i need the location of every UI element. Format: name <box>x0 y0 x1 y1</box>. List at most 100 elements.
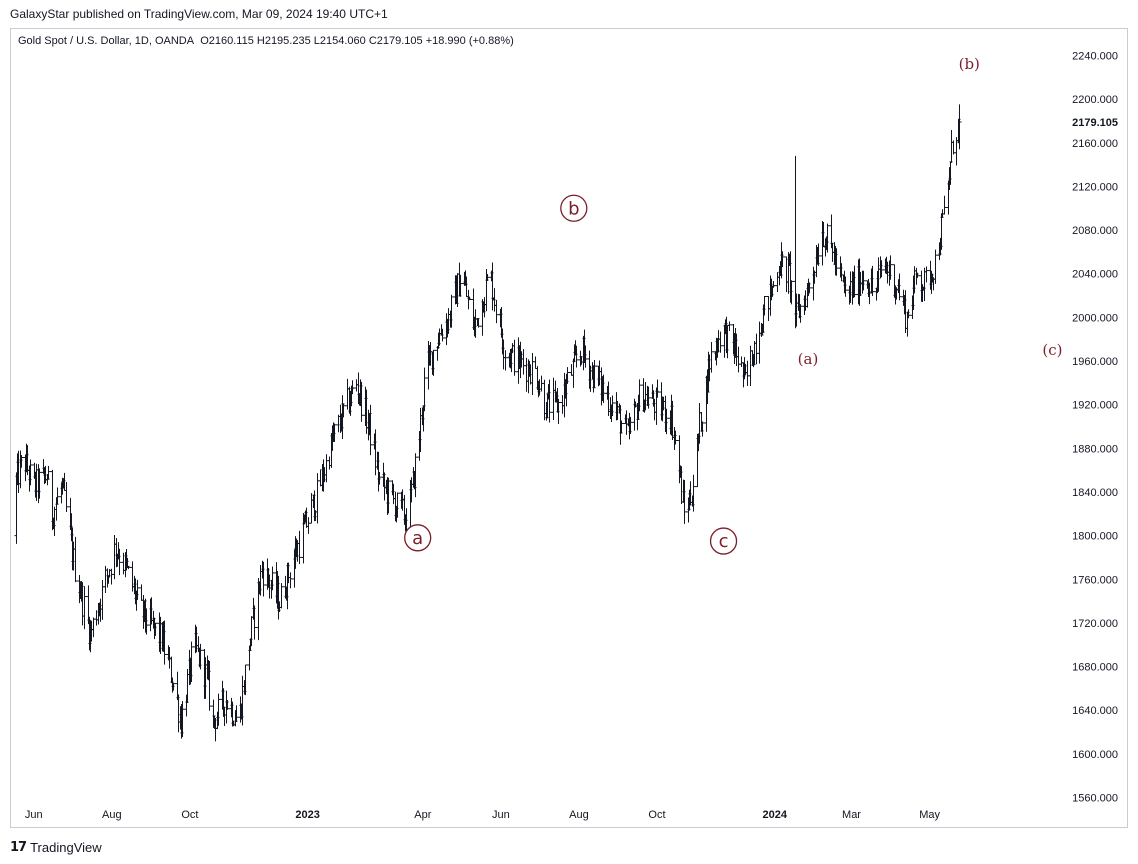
y-tick-label: 2040.000 <box>1072 269 1118 281</box>
ohlc-bar <box>789 280 794 305</box>
ohlc-bar <box>533 356 538 370</box>
ohlc-bar <box>46 465 51 480</box>
ohlc-bar <box>503 350 508 371</box>
ohlc-bar <box>458 274 463 297</box>
ohlc-bar <box>112 534 117 580</box>
publisher-header: GalaxyStar published on TradingView.com,… <box>10 7 388 21</box>
ohlc-bar <box>551 377 556 421</box>
ohlc-bar <box>270 566 275 591</box>
ohlc-bar <box>748 345 753 387</box>
ohlc-bar <box>64 481 69 513</box>
ohlc-bar <box>754 333 759 365</box>
y-tick-label: 1640.000 <box>1072 705 1118 717</box>
ohlc-bar <box>288 572 293 589</box>
ohlc-bar <box>816 243 821 266</box>
ohlc-bar <box>565 367 570 384</box>
ohlc-bar <box>279 583 284 609</box>
ohlc-bar <box>556 398 561 424</box>
ohlc-bar <box>922 267 927 302</box>
ohlc-values: O2160.115 H2195.235 L2154.060 C2179.105 … <box>200 35 514 47</box>
ohlc-bar <box>530 353 535 395</box>
symbol-title: Gold Spot / U.S. Dollar, 1D, OANDA <box>18 35 195 47</box>
ohlc-bar <box>843 276 848 297</box>
ohlc-bar <box>354 379 359 392</box>
ohlc-bar <box>243 664 248 696</box>
wave-label-circle <box>560 194 588 222</box>
ohlc-bar <box>771 280 776 288</box>
y-tick-label: 1680.000 <box>1072 662 1118 674</box>
ohlc-bar <box>664 408 669 435</box>
ohlc-bar <box>870 265 875 296</box>
ohlc-bar <box>109 568 114 585</box>
x-tick-label: Jun <box>25 809 43 821</box>
y-tick-label: 2200.000 <box>1072 94 1118 106</box>
ohlc-bar <box>126 565 131 570</box>
ohlc-bar <box>571 358 576 388</box>
wave-label-circle <box>404 524 432 552</box>
x-tick-label: Mar <box>842 809 861 821</box>
ohlc-bar <box>757 321 762 364</box>
ohlc-bar <box>490 262 495 311</box>
ohlc-bar <box>171 682 176 691</box>
ohlc-bar <box>100 579 105 620</box>
ohlc-bar <box>431 349 436 376</box>
ohlc-bar <box>834 248 839 276</box>
ohlc-bar <box>775 272 780 292</box>
y-tick-label: 1920.000 <box>1072 400 1118 412</box>
ohlc-bar <box>619 420 624 434</box>
ohlc-bar <box>718 331 723 353</box>
y-tick-label: 1840.000 <box>1072 487 1118 499</box>
ohlc-bar <box>386 477 391 514</box>
ohlc-bar <box>440 328 445 342</box>
ohlc-bar <box>28 459 33 486</box>
chart-frame <box>10 28 1128 828</box>
ohlc-bar <box>492 288 497 312</box>
ohlc-bar <box>297 530 302 565</box>
ohlc-bar <box>336 414 341 433</box>
ohlc-bar <box>318 469 323 487</box>
ohlc-bar <box>673 430 678 445</box>
ohlc-bar <box>449 294 454 328</box>
ohlc-bar <box>144 608 149 635</box>
ohlc-bar <box>915 272 920 278</box>
ohlc-bar <box>306 517 311 534</box>
ohlc-bar <box>162 620 167 665</box>
x-tick-label: 2023 <box>295 809 319 821</box>
ohlc-bar <box>762 296 767 316</box>
y-tick-label: 2240.000 <box>1072 51 1118 63</box>
ohlc-bar <box>521 349 526 375</box>
last-price-label: 2179.105 <box>1072 117 1118 129</box>
ohlc-bar <box>55 487 60 505</box>
ohlc-bar <box>942 195 947 215</box>
ohlc-bar <box>906 309 911 319</box>
ohlc-bar <box>574 345 579 368</box>
ohlc-bar <box>324 454 329 483</box>
wave-label-circle <box>709 527 738 555</box>
ohlc-bar <box>225 699 230 710</box>
ohlc-bar <box>180 701 185 738</box>
ohlc-bar <box>117 548 122 576</box>
ohlc-bar <box>798 304 803 323</box>
ohlc-bar <box>542 379 547 421</box>
y-tick-label: 1880.000 <box>1072 443 1118 455</box>
ohlc-bar <box>261 561 266 597</box>
ohlc-bar <box>739 356 744 368</box>
ohlc-bar <box>395 492 400 518</box>
x-tick-label: Oct <box>181 809 198 821</box>
ohlc-bar <box>601 374 606 404</box>
ohlc-bar <box>780 251 785 268</box>
symbol-legend: Gold Spot / U.S. Dollar, 1D, OANDA O2160… <box>18 35 514 47</box>
ohlc-bar <box>413 453 418 498</box>
x-tick-label: Apr <box>414 809 431 821</box>
ohlc-bar <box>309 493 314 524</box>
ohlc-bar <box>234 705 239 722</box>
ohlc-bar <box>682 479 687 524</box>
y-tick-label: 2160.000 <box>1072 138 1118 150</box>
ohlc-bar <box>198 643 203 670</box>
x-tick-label: May <box>919 809 940 821</box>
ohlc-bar <box>94 610 99 626</box>
ohlc-bar <box>655 379 660 398</box>
x-tick-label: 2024 <box>762 809 787 821</box>
ohlc-bar <box>422 367 427 412</box>
